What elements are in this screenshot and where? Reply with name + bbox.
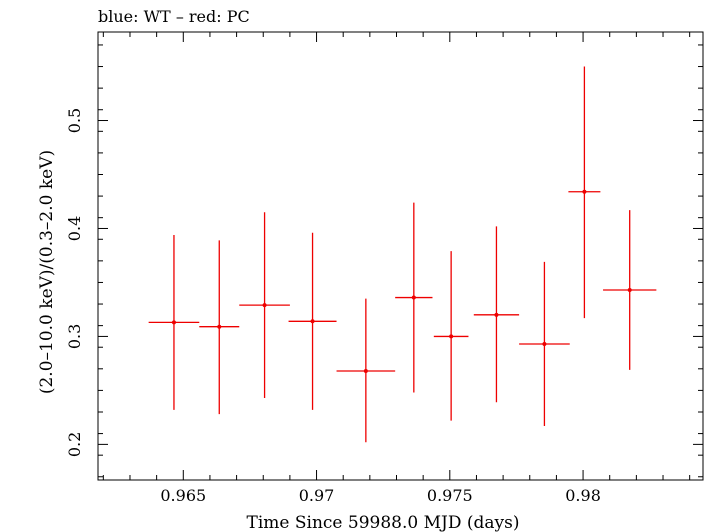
point-marker [262,303,267,308]
data-point [148,234,200,410]
data-point [519,261,570,427]
point-marker [310,319,315,324]
point-marker [582,189,587,194]
chart-title: blue: WT – red: PC [98,7,250,26]
data-point [473,226,520,403]
point-marker [217,324,222,329]
y-tick-label: 0.4 [65,216,84,241]
x-axis-label: Time Since 59988.0 MJD (days) [247,513,520,532]
plot-frame [97,31,704,481]
x-tick-label: 0.98 [565,486,601,505]
point-marker [542,341,547,346]
point-marker [363,368,368,373]
y-tick-label: 0.3 [65,324,84,349]
point-marker [627,288,632,293]
y-tick-label: 0.2 [65,432,84,457]
x-tick-label: 0.975 [427,486,473,505]
point-marker [449,334,454,339]
data-point [395,202,433,393]
x-tick-label: 0.97 [299,486,335,505]
data-points [148,66,657,443]
data-point [239,212,290,398]
point-marker [494,312,499,317]
data-point [288,232,337,410]
y-axis-label: (2.0–10.0 keV)/(0.3–2.0 keV) [37,150,57,394]
data-point [336,298,396,443]
data-point [568,66,601,319]
point-marker [171,320,176,325]
point-marker [411,295,416,300]
data-point [199,240,240,415]
axis-ticks: 0.965 0.97 0.975 0.98 0.2 0.3 0.4 0.5 [65,32,703,505]
data-point [603,210,657,370]
x-tick-label: 0.965 [160,486,206,505]
y-tick-label: 0.5 [65,108,84,133]
data-point [433,251,469,421]
